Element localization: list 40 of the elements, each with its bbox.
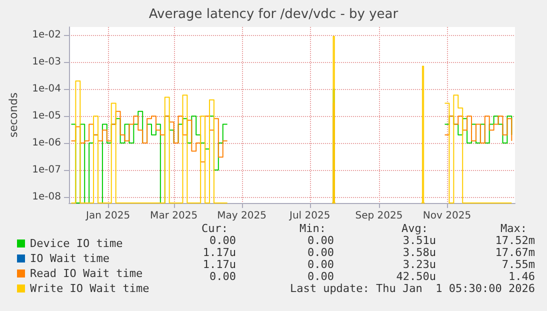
text: Max: [500,222,527,235]
x-tick-label: Jul 2025 [288,210,330,222]
text: 17.67m [495,246,536,259]
text: 3.23u [402,258,436,271]
text: 3.58u [402,246,436,259]
text: 3.51u [402,234,436,247]
y-tick-label: 1e-04 [32,84,61,95]
y-tick-label: 1e-05 [32,110,61,122]
text: 42.50u [396,270,436,283]
text: 0.00 [210,270,236,283]
x-tick-label: Nov 2025 [422,210,472,222]
text: 0.00 [210,234,236,247]
text: 0.00 [308,258,334,271]
text: Avg: [402,222,428,235]
y-tick-label: 1e-06 [32,138,61,149]
x-tick-label: Mar 2025 [150,210,198,222]
text: 0.00 [308,234,334,247]
x-tick-label: May 2025 [217,210,266,222]
text: 0.00 [308,270,334,283]
y-axis-title: seconds [7,92,20,138]
y-tick-label: 1e-02 [32,30,61,41]
text: Last update: Thu Jan 1 05:30:00 2026 [290,282,535,295]
x-tick-label: Sep 2025 [355,210,403,222]
y-tick-label: 1e-03 [32,56,61,68]
text: Min: [300,222,326,235]
legend-label: IO Wait time [30,252,110,265]
text: 17.52m [495,234,536,247]
y-tick-label: 1e-07 [32,164,61,176]
text: 1.17u [202,258,236,271]
legend-label: Read IO Wait time [30,267,143,280]
legend-label: Write IO Wait time [30,282,150,295]
legend-label: Device IO time [30,237,123,250]
y-tick-label: 1e-08 [32,192,61,203]
x-tick-label: Jan 2025 [85,210,130,222]
text: 1.17u [202,246,236,259]
text: 7.55m [502,258,536,271]
chart-title: Average latency for /dev/vdc - by year [148,7,399,22]
text: 0.00 [308,246,334,259]
text: Cur: [202,222,228,235]
text: 1.46 [508,270,535,283]
